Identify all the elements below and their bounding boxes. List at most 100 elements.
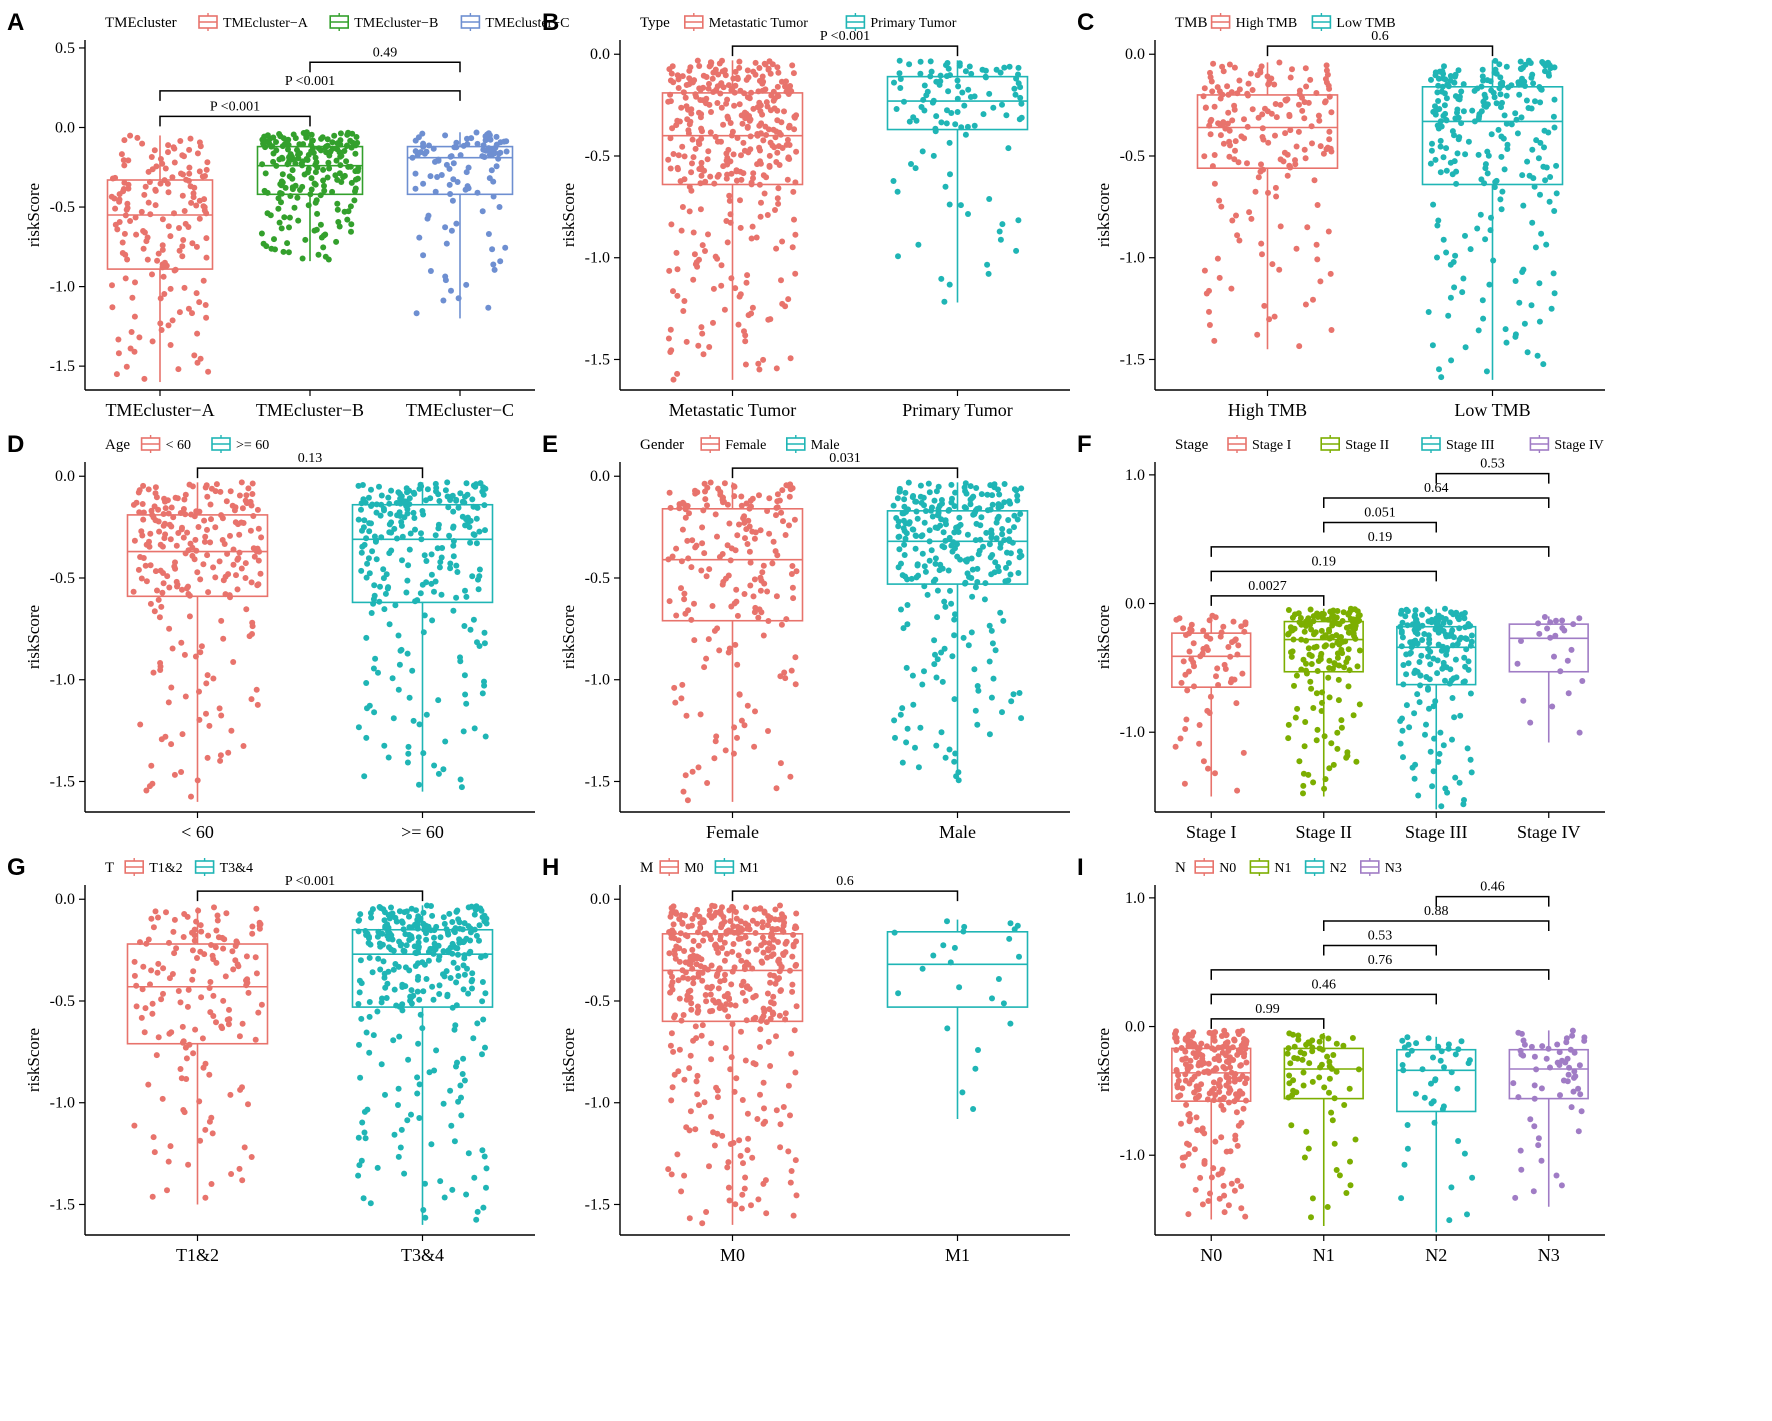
data-point <box>1517 1047 1524 1054</box>
data-point <box>497 258 504 265</box>
data-point <box>771 105 778 112</box>
data-point <box>299 255 306 262</box>
data-point <box>1018 114 1025 121</box>
x-tick-label: >= 60 <box>401 822 444 842</box>
data-point <box>774 64 781 71</box>
data-point <box>1018 715 1025 722</box>
data-point <box>1445 1041 1452 1048</box>
data-point <box>490 261 497 268</box>
data-point <box>271 236 277 243</box>
data-point <box>941 298 948 305</box>
data-point <box>1302 65 1309 72</box>
legend-label: TMEcluster−B <box>354 16 438 31</box>
data-point <box>398 519 405 525</box>
data-point <box>162 733 169 740</box>
data-point <box>788 1168 795 1174</box>
data-point <box>792 681 799 688</box>
data-point <box>1188 656 1195 663</box>
data-point <box>329 145 336 152</box>
data-point <box>491 266 498 273</box>
data-point <box>408 1111 414 1118</box>
data-point <box>676 1046 683 1053</box>
data-point <box>183 176 190 183</box>
data-point <box>761 60 768 67</box>
data-point <box>1234 232 1241 239</box>
data-point <box>482 733 489 740</box>
y-axis-title: riskScore <box>24 183 43 247</box>
panel-letter: D <box>7 431 24 458</box>
data-point <box>404 650 411 657</box>
data-point <box>1427 661 1434 668</box>
data-point <box>463 480 470 487</box>
legend-label: M1 <box>739 861 758 876</box>
data-point <box>1400 754 1406 761</box>
data-point <box>674 1151 681 1158</box>
data-point <box>1175 1077 1182 1084</box>
data-point <box>355 1001 362 1007</box>
data-point <box>766 58 773 65</box>
data-point <box>112 205 119 212</box>
legend-item: T1&2 <box>124 858 183 876</box>
data-point <box>409 667 416 674</box>
data-point <box>1452 1051 1459 1058</box>
data-point <box>692 911 699 918</box>
data-point <box>503 138 510 145</box>
data-point <box>1553 617 1559 624</box>
data-point <box>144 234 151 241</box>
data-point <box>983 529 990 536</box>
data-point <box>1196 740 1203 747</box>
p-value-label: 0.0027 <box>1248 579 1287 594</box>
data-point <box>1516 299 1523 306</box>
box-rect <box>886 75 1029 131</box>
data-point <box>300 141 307 148</box>
data-point <box>775 143 782 150</box>
data-point <box>217 757 224 764</box>
data-point <box>755 1196 762 1203</box>
y-tick-label: -1.0 <box>50 1095 75 1112</box>
data-point <box>689 915 696 922</box>
legend-label: Primary Tumor <box>870 16 956 31</box>
data-point <box>417 590 424 597</box>
data-point <box>1176 615 1183 622</box>
data-point <box>1451 158 1458 165</box>
data-point <box>1446 1217 1453 1224</box>
data-point <box>1316 1038 1323 1045</box>
data-point <box>892 734 898 741</box>
y-tick-label: -0.5 <box>585 148 610 165</box>
data-point <box>675 152 682 159</box>
data-point <box>1543 1055 1550 1062</box>
data-point <box>179 192 186 199</box>
data-point <box>672 699 679 706</box>
data-points <box>1398 1034 1476 1224</box>
data-point <box>674 266 681 273</box>
data-point <box>1296 343 1303 350</box>
data-point <box>1523 97 1530 104</box>
data-point <box>1178 679 1185 686</box>
data-point <box>1318 650 1325 657</box>
data-point <box>1316 1045 1323 1052</box>
y-tick-label: -0.5 <box>50 570 75 587</box>
data-point <box>361 517 368 524</box>
data-point <box>317 221 324 228</box>
data-point <box>302 236 309 243</box>
data-point <box>751 576 758 583</box>
data-point <box>724 239 731 246</box>
data-point <box>390 715 397 722</box>
data-point <box>254 701 261 708</box>
data-point <box>1515 1094 1522 1101</box>
data-point <box>690 229 697 236</box>
data-point <box>1232 636 1239 643</box>
data-point <box>211 904 217 911</box>
data-point <box>770 993 777 1000</box>
data-point <box>161 520 168 527</box>
data-point <box>482 1044 488 1051</box>
data-point <box>766 1006 773 1013</box>
data-point <box>793 148 800 155</box>
legend-item: N1 <box>1249 858 1292 876</box>
data-point <box>1569 1032 1576 1039</box>
data-point <box>388 904 394 911</box>
data-point <box>1244 90 1251 97</box>
data-point <box>901 98 907 105</box>
data-point <box>426 1069 433 1076</box>
data-point <box>1554 1041 1561 1048</box>
